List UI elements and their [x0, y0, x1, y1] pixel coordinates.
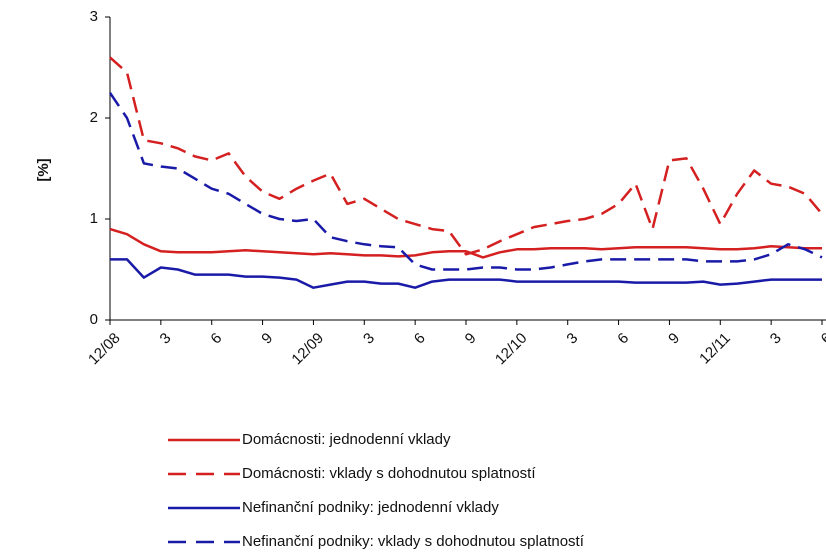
legend-label: Domácnosti: vklady s dohodnutou splatnos… — [242, 465, 536, 482]
series-line — [108, 92, 823, 271]
y-tick-label: 3 — [90, 8, 98, 25]
x-tick-label: 3 — [563, 330, 581, 348]
x-tick-label: 9 — [462, 330, 480, 348]
x-tick-label: 12/08 — [85, 330, 124, 369]
x-tick-label: 6 — [207, 330, 225, 348]
legend-label: Nefinanční podniky: jednodenní vklady — [242, 499, 499, 516]
x-tick-label: 6 — [818, 330, 826, 348]
x-tick-label: 6 — [411, 330, 429, 348]
x-tick-label: 12/09 — [288, 330, 327, 369]
y-tick-label: 1 — [90, 210, 98, 227]
x-tick-label: 9 — [665, 330, 683, 348]
x-tick-label: 6 — [614, 330, 632, 348]
y-tick-label: 2 — [90, 109, 98, 126]
x-tick-label: 12/10 — [492, 330, 531, 369]
series-line — [110, 258, 822, 289]
x-tick-label: 3 — [767, 330, 785, 348]
legend-label: Nefinanční podniky: vklady s dohodnutou … — [242, 533, 585, 550]
x-tick-label: 12/11 — [696, 330, 734, 368]
y-axis-label: [%] — [35, 158, 52, 181]
x-tick-label: 9 — [258, 330, 276, 348]
series-line — [109, 227, 822, 259]
x-tick-label: 3 — [360, 330, 378, 348]
x-tick-label: 3 — [157, 330, 175, 348]
series-line — [109, 56, 823, 256]
y-tick-label: 0 — [90, 311, 98, 328]
legend-label: Domácnosti: jednodenní vklady — [242, 431, 451, 448]
